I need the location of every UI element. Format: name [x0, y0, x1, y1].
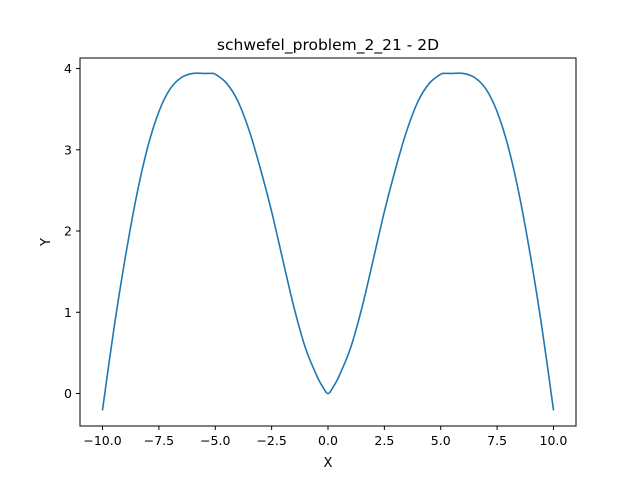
- chart-title: schwefel_problem_2_21 - 2D: [217, 36, 439, 55]
- y-tick-label: 2: [64, 224, 72, 239]
- series-layer: [101, 72, 555, 411]
- y-tick-label: 4: [64, 61, 72, 76]
- y-axis-label: Y: [39, 238, 54, 247]
- y-tick-label: 1: [64, 305, 72, 320]
- y-axis-ticks: 0 1 2 3 4: [64, 61, 80, 401]
- x-tick-label: 0.0: [318, 433, 338, 448]
- x-tick-label: 5.0: [431, 433, 451, 448]
- x-tick-label: 2.5: [374, 433, 394, 448]
- x-tick-label: −5.0: [200, 433, 230, 448]
- x-tick-label: 7.5: [487, 433, 507, 448]
- y-tick-label: 0: [64, 386, 72, 401]
- series-line-0: [101, 72, 555, 411]
- y-tick-label: 3: [64, 142, 72, 157]
- x-axis-label: X: [324, 456, 333, 471]
- x-axis-ticks: −10.0 −7.5 −5.0 −2.5 0.0 2.5 5.0 7.5 10.0: [83, 426, 567, 448]
- x-tick-label: 10.0: [540, 433, 568, 448]
- x-tick-label: −7.5: [144, 433, 174, 448]
- x-tick-label: −10.0: [83, 433, 121, 448]
- x-tick-label: −2.5: [256, 433, 286, 448]
